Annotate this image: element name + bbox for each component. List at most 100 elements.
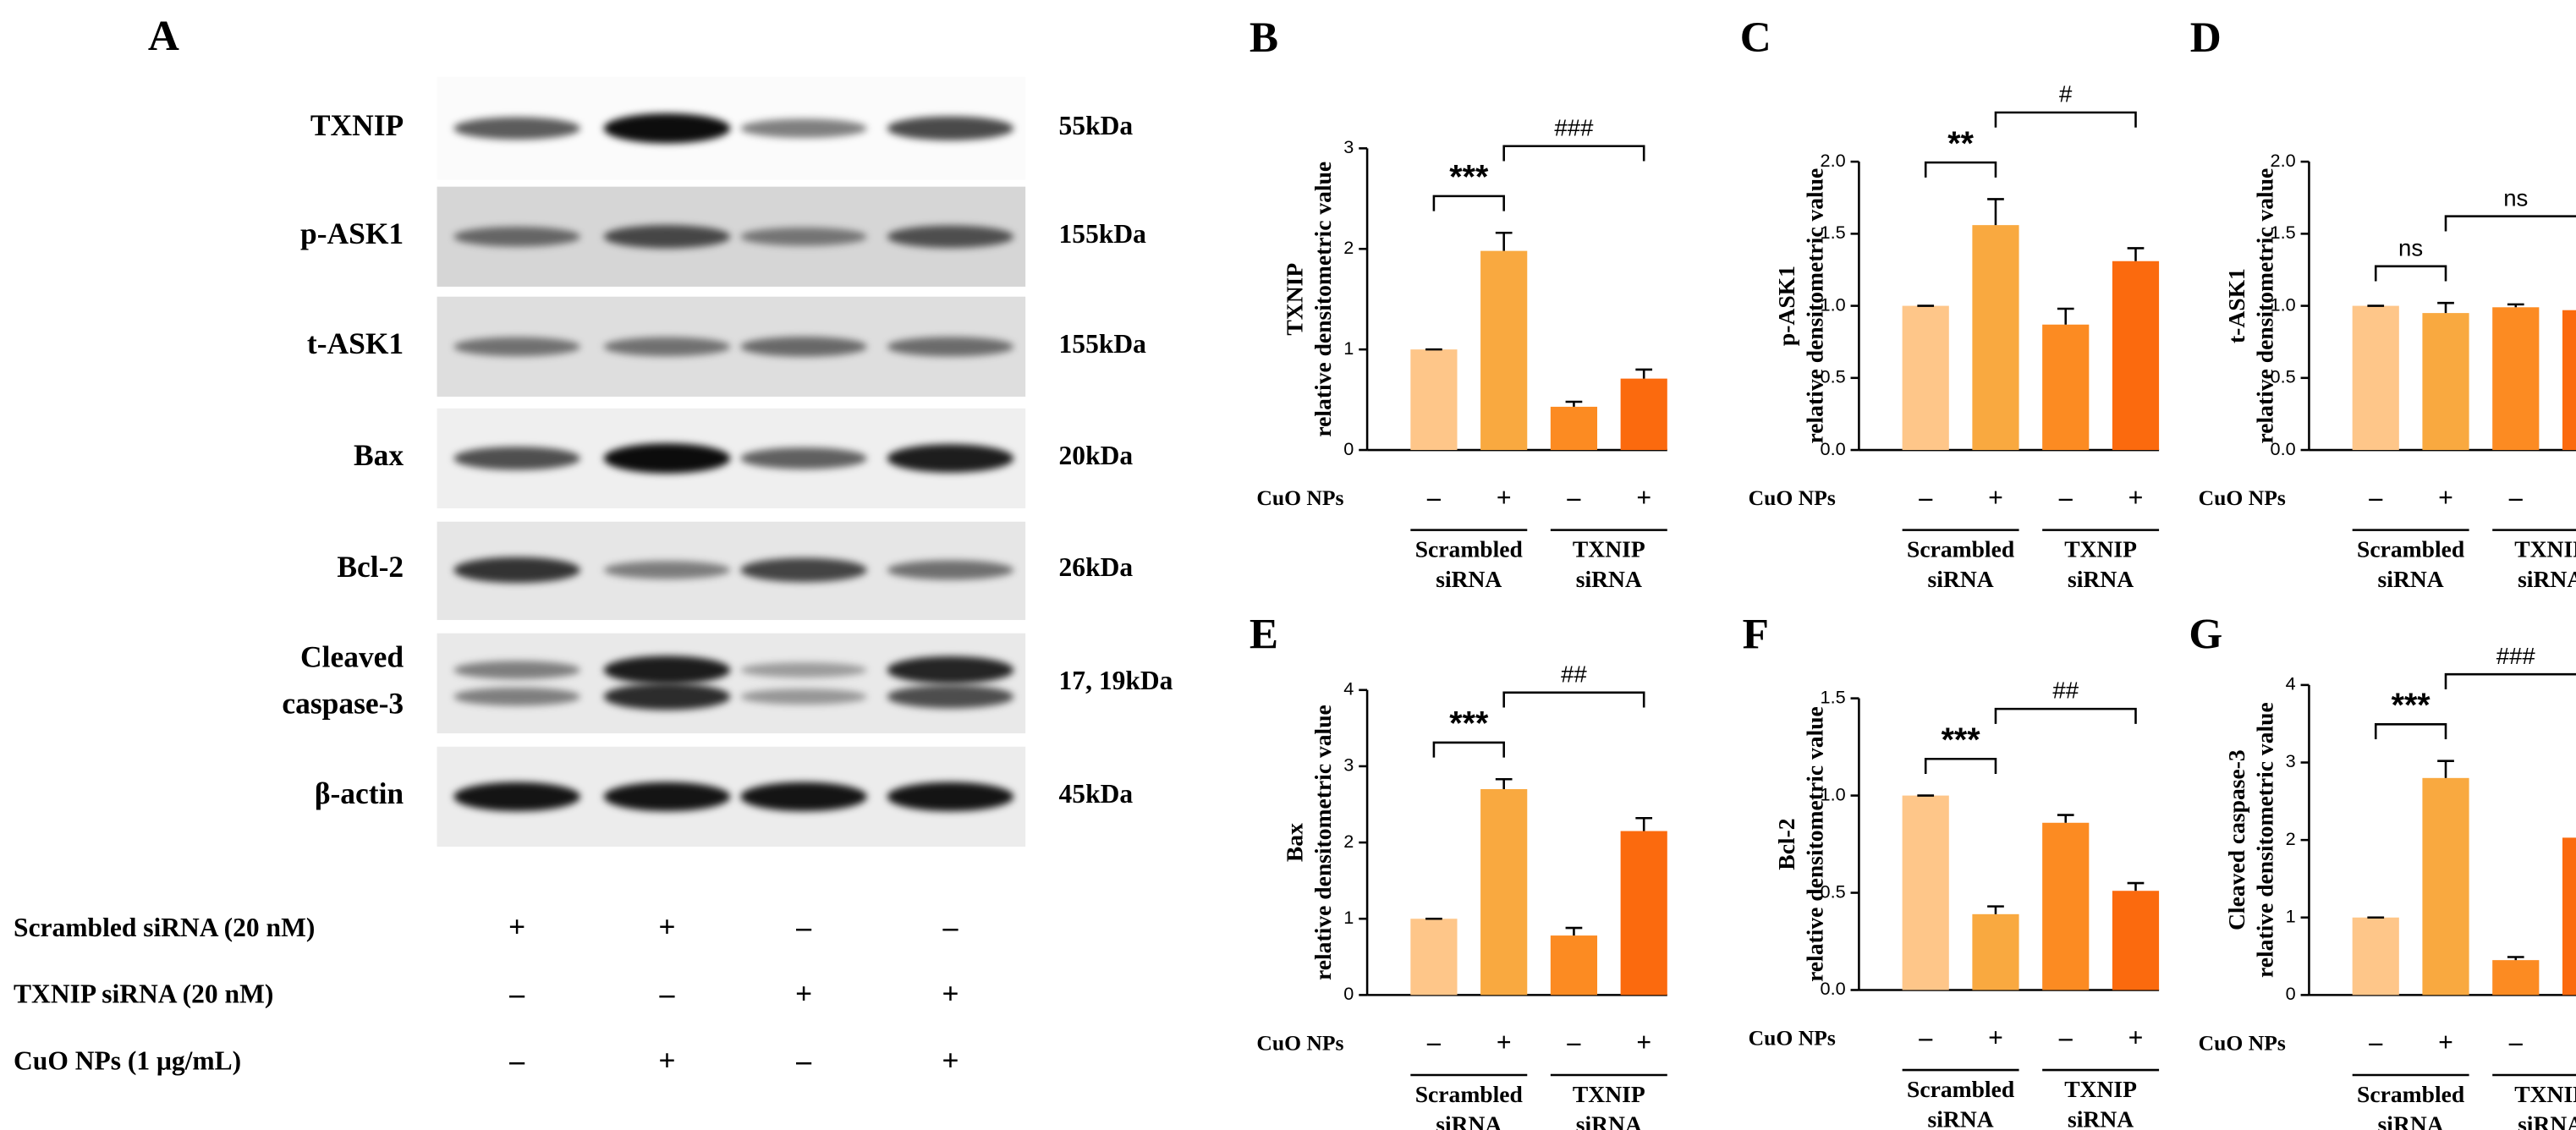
protein-band [887, 684, 1014, 709]
significance-label: ns [2503, 184, 2528, 211]
protein-band [453, 782, 581, 812]
significance-bracket [2374, 265, 2447, 282]
group-label: Scrambled [1415, 536, 1524, 562]
bar-chart: E Bax relative densitometric value 0 1 2 3 4 – + –… [1250, 610, 1667, 1130]
x-tick-label: – [2508, 482, 2523, 512]
y-tick-label: 2.0 [1821, 150, 1846, 171]
protein-band [740, 557, 867, 583]
y-tick-label: 1 [2286, 905, 2296, 926]
y-tick-label: 2 [1343, 831, 1354, 852]
x-tick-label: – [2508, 1028, 2523, 1057]
protein-band [603, 782, 731, 812]
y-tick-label: 2 [1343, 237, 1354, 258]
bar [2352, 917, 2399, 996]
significance-bracket [1432, 741, 1505, 758]
bar [1480, 250, 1528, 451]
bar [2042, 324, 2090, 451]
bar [2422, 777, 2469, 996]
significance-bracket [1994, 111, 2137, 128]
significance-bracket [2444, 215, 2576, 232]
bar [2352, 305, 2399, 451]
x-tick-label: – [1918, 482, 1932, 512]
x-tick-label: + [1636, 1028, 1651, 1057]
bar [1620, 378, 1667, 451]
y-tick-label: 3 [1343, 754, 1354, 776]
x-tick-label: + [1636, 482, 1651, 512]
significance-label: ** [1947, 125, 1974, 162]
y-tick-label: 0.0 [1821, 978, 1846, 999]
x-row-label: CuO NPs [1749, 485, 1836, 510]
protein-label: Bax [354, 438, 404, 472]
protein-label: β-actin [315, 776, 404, 810]
bar [1620, 831, 1667, 996]
group-label: siRNA [2068, 566, 2134, 592]
y-tick-label: 0 [2286, 983, 2296, 1004]
group-label: TXNIP [1573, 1081, 1645, 1107]
condition-label: CuO NPs (1 μg/mL) [14, 1045, 241, 1075]
protein-band [453, 117, 581, 140]
x-tick-label: + [1497, 482, 1512, 512]
group-label: TXNIP [2064, 1076, 2137, 1102]
y-axis-label: t-ASK1 [2223, 268, 2249, 343]
x-tick-label: + [2128, 482, 2144, 512]
panel-label: A [148, 12, 179, 60]
y-axis-label: Cleaved caspase-3 [2223, 749, 2249, 930]
condition-sign: + [795, 977, 812, 1011]
y-tick-label: 0.5 [1821, 880, 1846, 902]
y-tick-label: 4 [2286, 673, 2296, 694]
significance-bracket [1502, 145, 1645, 162]
condition-sign: – [942, 910, 958, 944]
protein-band [603, 656, 731, 684]
protein-label: Cleaved [300, 639, 404, 673]
panel-label: F [1743, 610, 1769, 658]
protein-band [603, 225, 731, 249]
protein-band [453, 687, 581, 706]
panel-label: G [2189, 610, 2222, 658]
significance-label: *** [1942, 721, 1981, 759]
y-axis-label: Bcl-2 [1773, 818, 1799, 869]
condition-sign: – [659, 977, 675, 1011]
y-tick-label: 0 [1343, 983, 1354, 1004]
condition-sign: + [658, 1043, 675, 1077]
x-tick-label: – [2058, 1023, 2073, 1052]
condition-sign: – [795, 910, 811, 944]
group-label: Scrambled [1907, 1076, 2015, 1102]
significance-label: ## [1561, 661, 1587, 687]
molecular-weight: 20kDa [1059, 441, 1134, 470]
protein-label: TXNIP [310, 108, 404, 142]
bar [1902, 305, 1949, 451]
y-axis-label: TXNIP [1282, 263, 1308, 336]
molecular-weight: 17, 19kDa [1059, 666, 1173, 695]
condition-sign: – [508, 977, 525, 1011]
significance-bracket [1924, 161, 1997, 178]
protein-band [887, 444, 1014, 473]
y-axis-label: Bax [1282, 823, 1308, 862]
significance-label: *** [2392, 687, 2431, 724]
y-tick-label: 1 [1343, 337, 1354, 359]
group-label: TXNIP [2514, 1081, 2576, 1107]
group-label: siRNA [2068, 1105, 2134, 1130]
group-label: Scrambled [2357, 536, 2465, 562]
group-label: siRNA [1928, 1105, 1994, 1130]
panel-label: C [1740, 14, 1771, 62]
bar [1550, 935, 1598, 996]
protein-band [887, 782, 1014, 812]
group-label: siRNA [1576, 1111, 1642, 1130]
protein-label: caspase-3 [282, 687, 404, 721]
y-tick-label: 1 [1343, 907, 1354, 928]
y-tick-label: 2 [2286, 828, 2296, 849]
significance-label: ## [2052, 677, 2079, 704]
y-axis-label: relative densitometric value [2251, 702, 2277, 978]
bar [2422, 313, 2469, 451]
x-row-label: CuO NPs [1256, 485, 1343, 510]
x-tick-label: + [1988, 482, 2003, 512]
protein-label: Bcl-2 [337, 550, 404, 584]
y-tick-label: 0 [1343, 438, 1354, 459]
y-tick-label: 0.5 [1821, 366, 1846, 387]
y-axis-label: relative densitometric value [1801, 168, 1827, 444]
protein-band [740, 688, 867, 705]
group-label: Scrambled [1415, 1081, 1524, 1107]
molecular-weight: 45kDa [1059, 779, 1134, 809]
significance-label: *** [1449, 705, 1489, 743]
group-label: siRNA [1436, 1111, 1502, 1130]
